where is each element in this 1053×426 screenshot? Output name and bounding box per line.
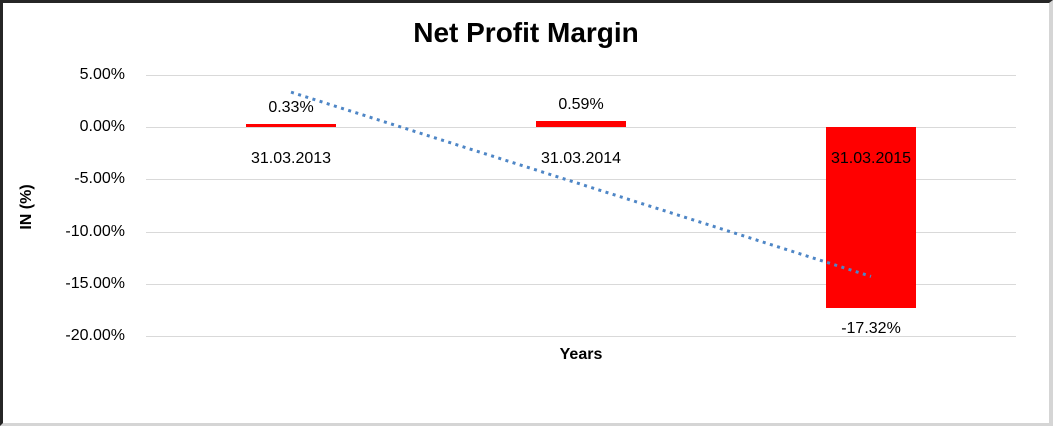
category-label: 31.03.2013 [250, 150, 332, 167]
y-tick-label: -5.00% [74, 170, 125, 187]
y-tick-label: -15.00% [65, 275, 125, 292]
y-tick-label: 5.00% [79, 66, 125, 83]
category-label: 31.03.2015 [830, 150, 912, 167]
trendline[interactable] [290, 90, 872, 278]
bar-data-label: -17.32% [841, 320, 901, 337]
y-tick-label: 0.00% [79, 118, 125, 135]
bar-31.03.2013[interactable] [246, 124, 336, 127]
gridline [146, 284, 1016, 285]
category-label: 31.03.2014 [540, 150, 622, 167]
bar-data-label: 0.33% [268, 99, 314, 116]
y-axis-title: IN (%) [18, 184, 35, 230]
y-tick-label: -10.00% [65, 223, 125, 240]
x-axis-title: Years [559, 346, 603, 363]
bar-31.03.2014[interactable] [536, 121, 626, 127]
gridline [146, 336, 1016, 337]
y-tick-label: -20.00% [65, 327, 125, 344]
chart-title: Net Profit Margin [413, 17, 639, 48]
gridline [146, 75, 1016, 76]
bar-data-label: 0.59% [558, 96, 604, 113]
